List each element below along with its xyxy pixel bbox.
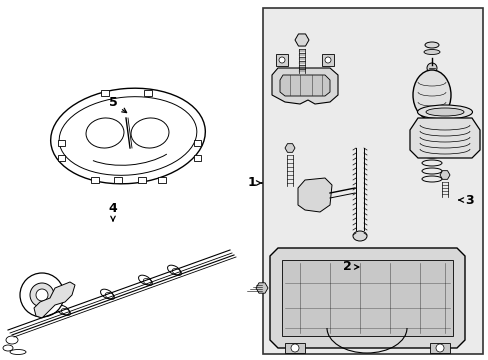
Circle shape [20, 273, 64, 317]
Bar [138, 177, 146, 183]
Ellipse shape [6, 336, 18, 344]
Bar [58, 140, 65, 146]
Circle shape [325, 57, 330, 63]
Polygon shape [439, 171, 449, 179]
Polygon shape [269, 248, 464, 348]
Bar [101, 90, 109, 96]
Polygon shape [280, 75, 329, 96]
Polygon shape [409, 118, 479, 158]
Bar [429, 343, 449, 353]
Text: 4: 4 [108, 202, 117, 221]
Ellipse shape [86, 118, 124, 148]
Polygon shape [285, 144, 294, 152]
Circle shape [30, 283, 54, 307]
Text: 3: 3 [458, 194, 472, 207]
Polygon shape [34, 282, 75, 318]
Bar [194, 155, 201, 161]
Bar [114, 177, 122, 183]
Circle shape [426, 63, 436, 73]
Polygon shape [297, 178, 331, 212]
Ellipse shape [352, 231, 366, 241]
Bar [91, 177, 99, 183]
Ellipse shape [57, 305, 69, 315]
Circle shape [36, 289, 48, 301]
Bar [285, 343, 305, 353]
Ellipse shape [412, 70, 450, 120]
Ellipse shape [138, 275, 151, 285]
Bar [275, 54, 287, 66]
Ellipse shape [425, 108, 463, 116]
Ellipse shape [417, 105, 471, 119]
Text: 5: 5 [108, 96, 126, 113]
Ellipse shape [131, 118, 169, 148]
Ellipse shape [3, 345, 13, 351]
Polygon shape [271, 68, 337, 104]
Polygon shape [294, 34, 308, 46]
Ellipse shape [424, 42, 438, 48]
Ellipse shape [101, 289, 113, 299]
Bar [263, 8, 482, 354]
Circle shape [290, 344, 298, 352]
Bar [158, 177, 165, 183]
Bar [194, 140, 201, 146]
Ellipse shape [167, 265, 180, 275]
Circle shape [435, 344, 443, 352]
Bar [143, 90, 152, 96]
Circle shape [279, 57, 285, 63]
Text: 2: 2 [342, 261, 358, 274]
Bar [321, 54, 333, 66]
Polygon shape [256, 283, 267, 293]
Bar [58, 155, 65, 161]
Text: 1: 1 [247, 176, 262, 189]
Ellipse shape [10, 350, 26, 355]
Polygon shape [282, 260, 452, 336]
Ellipse shape [423, 49, 439, 54]
